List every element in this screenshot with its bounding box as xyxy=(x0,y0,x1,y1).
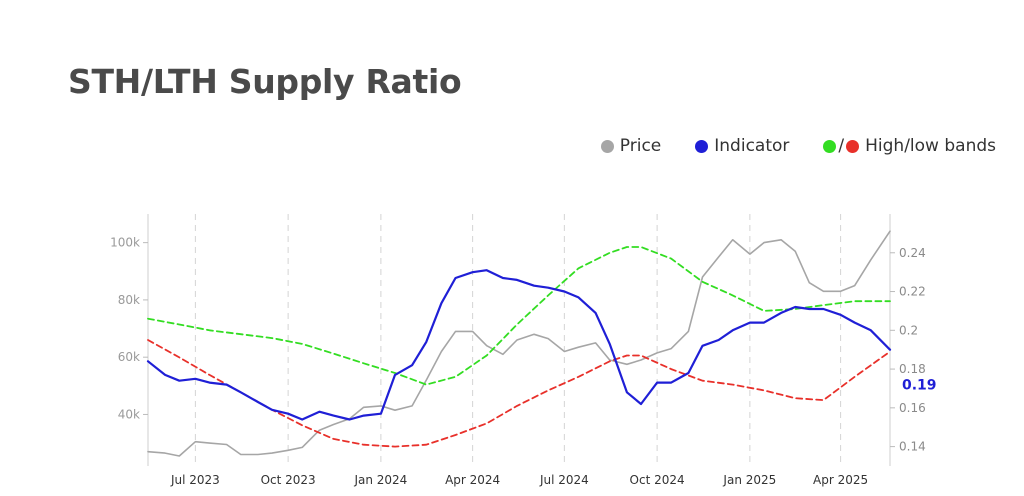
left-tick-label: 60k xyxy=(118,350,140,364)
chart-axes: Jul 2023 Oct 2023 Jan 2024 Apr 2024 Jul 2024… xyxy=(110,214,926,487)
legend-item-bands[interactable]: / High/low bands xyxy=(823,136,996,156)
price-line xyxy=(147,230,891,457)
indicator-line xyxy=(146,269,892,421)
legend-indicator-dot xyxy=(695,139,709,153)
x-tick-label: Apr 2025 xyxy=(813,473,868,487)
legend-low-band-dot xyxy=(846,139,860,153)
legend-indicator-label: Indicator xyxy=(714,136,790,156)
chart-legend: Price Indicator / High/low bands xyxy=(567,136,996,156)
right-tick-label: 0.2 xyxy=(899,323,918,337)
low-band-line xyxy=(147,339,891,448)
legend-item-indicator[interactable]: Indicator xyxy=(695,136,789,156)
indicator-last-value: 0.19 xyxy=(902,378,937,394)
legend-price-dot xyxy=(600,139,614,153)
chart-series xyxy=(146,230,892,457)
x-tick-label: Apr 2024 xyxy=(445,473,500,487)
right-tick-label: 0.24 xyxy=(899,246,926,260)
right-tick-label: 0.22 xyxy=(899,285,926,299)
legend-bands-separator: / xyxy=(838,136,845,156)
x-tick-label: Jul 2023 xyxy=(170,473,220,487)
legend-bands-label: High/low bands xyxy=(865,136,996,156)
left-tick-label: 80k xyxy=(118,293,140,307)
right-tick-label: 0.18 xyxy=(899,362,926,376)
right-tick-label: 0.16 xyxy=(899,401,926,415)
chart-labels: 0.19 xyxy=(902,378,937,394)
legend-price-label: Price xyxy=(619,136,662,156)
high-band-line xyxy=(147,246,891,386)
legend-high-band-dot xyxy=(823,139,837,153)
left-tick-label: 100k xyxy=(110,236,140,250)
x-tick-label: Jul 2024 xyxy=(539,473,589,487)
x-tick-label: Oct 2024 xyxy=(630,473,685,487)
x-tick-label: Jan 2024 xyxy=(353,473,407,487)
chart-grid xyxy=(194,214,842,466)
right-tick-label: 0.14 xyxy=(899,440,926,454)
left-tick-label: 40k xyxy=(118,407,140,421)
x-tick-label: Oct 2023 xyxy=(261,473,316,487)
chart-title: STH/LTH Supply Ratio xyxy=(68,62,462,101)
x-tick-label: Jan 2025 xyxy=(722,473,776,487)
legend-item-price[interactable]: Price xyxy=(600,136,662,156)
